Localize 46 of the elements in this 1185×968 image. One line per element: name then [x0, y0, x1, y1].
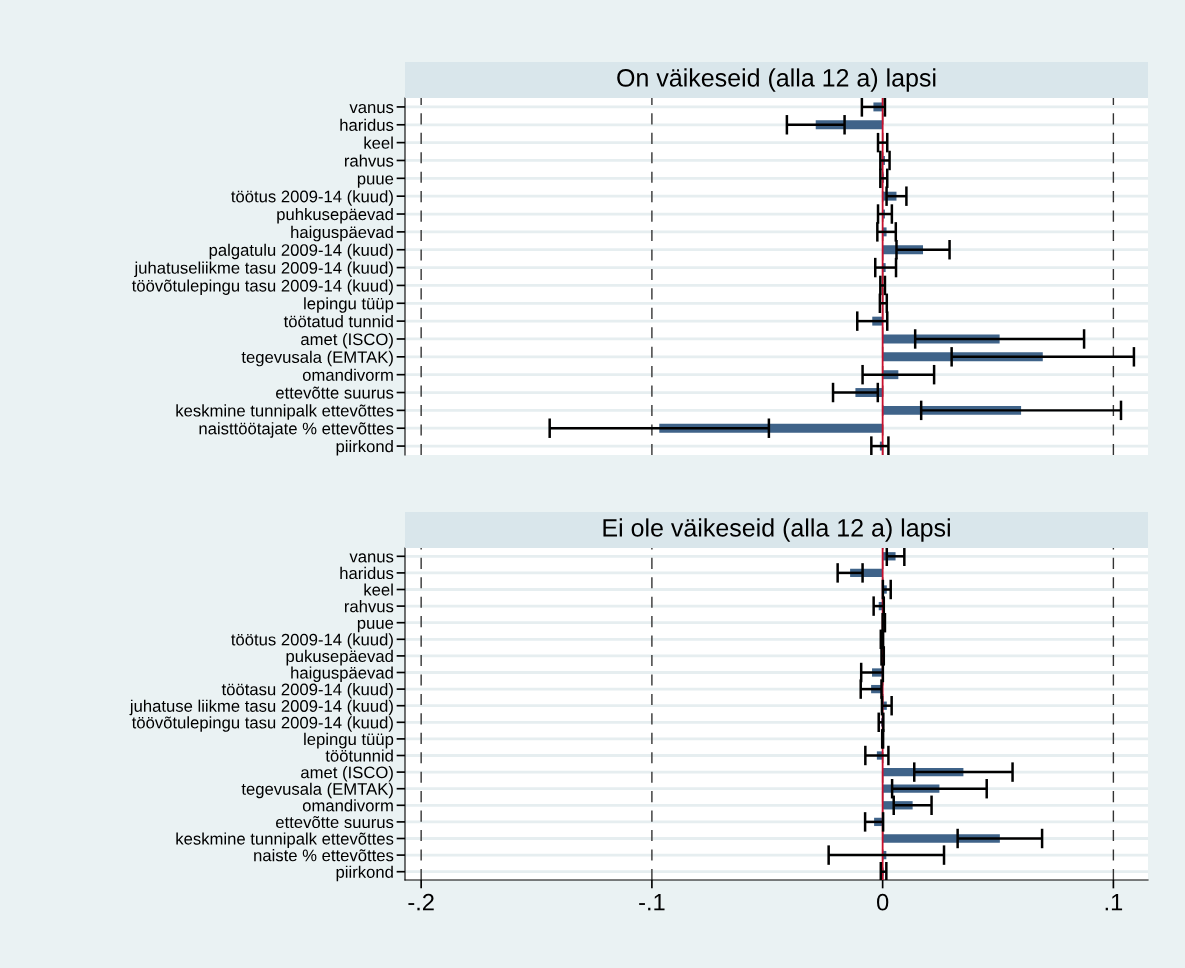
x-tick-label: 0 [877, 893, 889, 911]
y-tick-label: tegevusala (EMTAK) [241, 350, 393, 367]
y-tick-label: palgatulu 2009-14 (kuud) [209, 243, 393, 260]
y-tick-label: ettevõtte suurus [276, 386, 394, 399]
x-tick-label: -.1 [639, 894, 665, 911]
y-tick-label: pukusepäevad [286, 649, 393, 666]
x-tick-label: .1 [1105, 894, 1123, 911]
y-tick-label: omandivorm [302, 799, 393, 812]
y-tick-label: ettevõtte suurus [276, 815, 394, 829]
y-tick-label: rahvus [344, 600, 394, 613]
y-tick-label: haridus [340, 566, 394, 580]
y-tick-label: keskmine tunnipalk ettevõttes [176, 832, 394, 848]
y-tick-label: töötasu 2009-14 (kuud) [221, 683, 393, 699]
y-tick-label: töötus 2009-14 (kuud) [231, 190, 393, 206]
y-tick-label: haiguspäevad [291, 666, 393, 682]
y-tick-label: puue [357, 175, 394, 188]
y-tick-label: omandivorm [302, 368, 393, 381]
y-tick-label: töövõtulepingu tasu 2009-14 (kuud) [131, 279, 393, 295]
y-tick-label: töötatud tunnid [283, 315, 393, 328]
chart-title: Ei ole väikeseid (alla 12 a) lapsi [603, 518, 950, 542]
y-tick-label: naisttöötajate % ettevõttes [199, 422, 394, 438]
y-tick-label: naiste % ettevõttes [254, 849, 394, 862]
y-tick-label: haridus [340, 118, 394, 131]
y-tick-label: lepingu tüüp [304, 732, 394, 749]
y-tick-label: keskmine tunnipalk ettevõttes [176, 404, 394, 420]
chart-title: On väikeseid (alla 12 a) lapsi [617, 68, 936, 92]
y-tick-label: juhatuseliikme tasu 2009-14 (kuud) [134, 261, 393, 278]
y-tick-label: juhatuse liikme tasu 2009-14 (kuud) [129, 699, 393, 716]
y-tick-label: keel [364, 583, 393, 596]
y-tick-label: töötunnid [325, 749, 393, 762]
y-tick-label: puhkusepäevad [277, 207, 393, 224]
y-tick-label: piirkond [336, 865, 393, 882]
y-tick-label: piirkond [336, 440, 393, 456]
x-tick-label: -.2 [408, 893, 434, 911]
y-tick-label: vanus [349, 553, 394, 563]
y-tick-label: lepingu tüüp [304, 297, 394, 313]
y-tick-label: keel [364, 136, 393, 149]
y-tick-label: haiguspäevad [291, 225, 393, 242]
y-tick-label: tegevusala (EMTAK) [241, 782, 393, 799]
y-tick-label: amet (ISCO) [301, 332, 393, 349]
y-tick-label: vanus [349, 104, 394, 114]
y-tick-label: rahvus [344, 154, 394, 167]
y-tick-label: puue [357, 619, 394, 633]
y-tick-label: töötus 2009-14 (kuud) [231, 633, 393, 649]
y-tick-label: amet (ISCO) [301, 766, 393, 782]
y-tick-label: töövõtulepingu tasu 2009-14 (kuud) [131, 716, 393, 732]
